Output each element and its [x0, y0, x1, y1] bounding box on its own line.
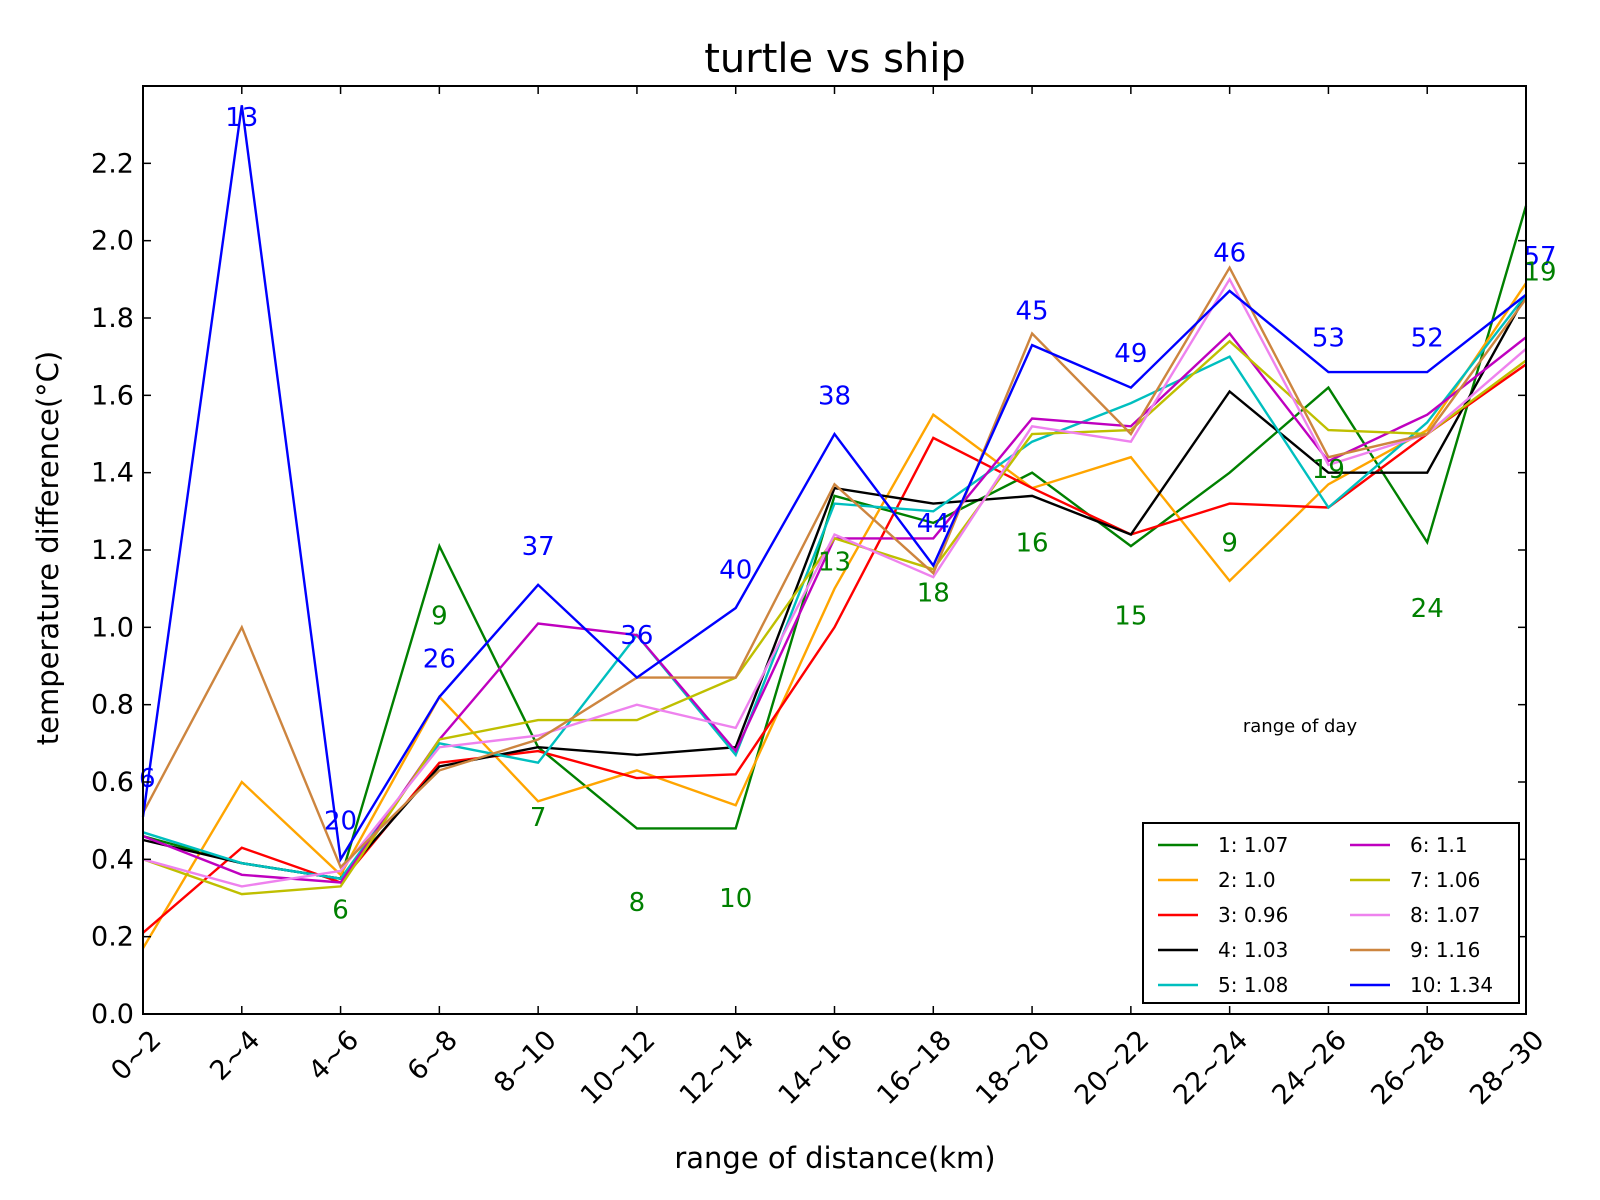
count-annotation: 20 [324, 807, 357, 837]
count-annotation: 19 [1523, 258, 1556, 288]
legend-label: 3: 0.96 [1218, 903, 1288, 927]
series-line-7 [142, 339, 1527, 896]
y-tick-label: 0.4 [91, 844, 134, 875]
chart-title: turtle vs ship [704, 36, 966, 82]
count-annotation: 7 [530, 803, 547, 833]
count-annotation: 9 [1221, 528, 1238, 558]
count-annotation: 38 [818, 381, 851, 411]
count-annotation: 57 [1523, 242, 1556, 272]
legend-title: range of day [1243, 716, 1358, 737]
x-tick-label: 26~28 [1365, 1025, 1452, 1112]
legend-label: 2: 1.0 [1218, 868, 1276, 892]
count-annotation: 16 [1016, 528, 1049, 558]
y-tick-label: 0.2 [91, 922, 134, 953]
count-annotation: 26 [423, 644, 456, 674]
count-annotation: 24 [1411, 594, 1444, 624]
x-tick-label: 12~14 [674, 1025, 761, 1112]
x-tick-label: 20~22 [1069, 1025, 1156, 1112]
y-axis-title: temperature difference(°C) [31, 351, 65, 745]
series-lines [141, 105, 1528, 949]
x-tick-label: 24~26 [1266, 1025, 1353, 1112]
count-annotation: 8 [629, 888, 646, 918]
count-annotation: 15 [1114, 602, 1147, 632]
count-annotation: 10 [719, 884, 752, 914]
count-annotation: 9 [431, 602, 448, 632]
x-tick-label: 6~8 [402, 1025, 464, 1087]
count-annotation: 40 [719, 555, 752, 585]
legend-label: 8: 1.07 [1410, 903, 1480, 927]
legend: 1: 1.07 2: 1.0 3: 0.96 4: 1.03 5: 1.08 6: 1.1… [1142, 822, 1520, 1004]
series-line-4 [142, 294, 1528, 880]
x-tick-label: 4~6 [303, 1025, 365, 1087]
count-annotation: 18 [917, 579, 950, 609]
x-tick-label: 28~30 [1464, 1025, 1551, 1112]
legend-label: 10: 1.34 [1410, 973, 1493, 997]
count-annotation: 6 [332, 896, 349, 926]
y-tick-label: 1.2 [91, 535, 134, 566]
y-tick-label: 0.8 [91, 690, 134, 721]
y-tick-label: 1.0 [91, 612, 134, 643]
count-annotation: 37 [522, 532, 555, 562]
count-annotation: 36 [620, 621, 653, 651]
count-annotations: 6 13 20 6 9 26 37 7 36 8 40 10 38 13 44 18 45 16 49 15 46 9 53… [139, 103, 1557, 926]
y-tick-label: 1.4 [91, 458, 134, 489]
y-tick-label: 1.6 [91, 380, 134, 411]
y-tick-label: 1.8 [91, 303, 134, 334]
legend-label: 9: 1.16 [1410, 938, 1480, 962]
count-annotation: 49 [1114, 339, 1147, 369]
legend-label: 4: 1.03 [1218, 938, 1288, 962]
x-tick-label: 22~24 [1168, 1025, 1255, 1112]
x-axis-title: range of distance(km) [674, 1141, 995, 1175]
plot-frame [142, 85, 1527, 1015]
x-tick-label: 10~12 [575, 1025, 662, 1112]
legend-label: 6: 1.1 [1410, 833, 1468, 857]
count-annotation: 13 [818, 548, 851, 578]
series-line-8 [142, 276, 1527, 888]
legend-label: 5: 1.08 [1218, 973, 1288, 997]
y-tick-label: 2.0 [91, 226, 134, 257]
x-tick-label: 8~10 [488, 1025, 562, 1099]
y-tick-label: 2.2 [91, 148, 134, 179]
count-annotation: 6 [139, 764, 156, 794]
series-line-1 [142, 205, 1528, 881]
series-line-2 [141, 282, 1527, 949]
x-tick-label: 18~20 [970, 1025, 1057, 1112]
series-line-9 [141, 265, 1527, 870]
count-annotation: 13 [225, 103, 258, 133]
y-tick-label: 0.6 [91, 767, 134, 798]
count-annotation: 44 [917, 509, 950, 539]
x-tick-label: 2~4 [204, 1025, 266, 1087]
legend-box [1142, 822, 1520, 1004]
y-tick-label: 0.0 [91, 999, 134, 1030]
series-line-10 [141, 105, 1527, 863]
legend-label: 1: 1.07 [1218, 833, 1288, 857]
x-tick-label: 14~16 [773, 1025, 860, 1112]
series-line-6 [142, 331, 1527, 884]
count-annotation: 52 [1411, 323, 1444, 353]
legend-label: 7: 1.06 [1410, 868, 1480, 892]
count-annotation: 19 [1312, 455, 1345, 485]
count-annotation: 46 [1213, 238, 1246, 268]
x-tick-label: 0~2 [105, 1025, 167, 1087]
count-annotation: 45 [1016, 296, 1049, 326]
count-annotation: 53 [1312, 323, 1345, 353]
x-tick-label: 16~18 [871, 1025, 958, 1112]
